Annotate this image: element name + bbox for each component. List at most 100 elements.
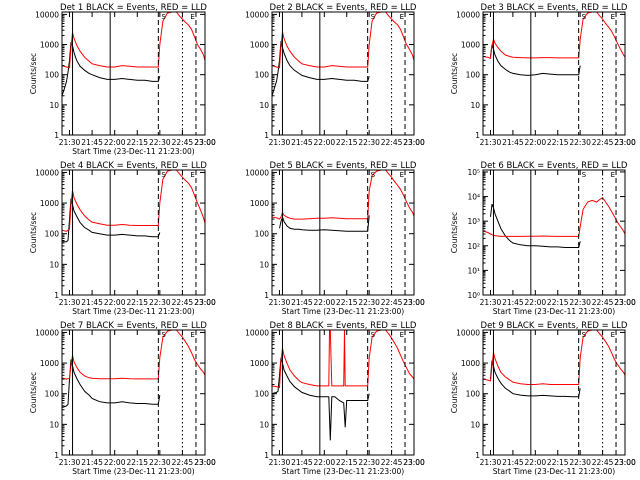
panel-title: Det 5 BLACK = Events, RED = LLD: [270, 161, 417, 171]
x-tick-label: 21:45: [291, 138, 313, 147]
plot-frame: [61, 329, 206, 456]
x-tick-label: 23:00: [194, 458, 216, 467]
x-tick-label: 23:00: [403, 458, 425, 467]
x-tick-label: 22:00: [314, 298, 336, 307]
y-tick-label: 10: [49, 101, 59, 110]
y-tick-label: 10⁰: [467, 291, 480, 300]
x-tick-label: 21:45: [81, 138, 103, 147]
y-tick-label: 1000: [250, 359, 269, 368]
x-axis-label: Start Time (23-Dec-11 21:23:00): [72, 147, 194, 156]
annotation-label: E: [400, 13, 404, 21]
y-tick-label: 10000: [456, 10, 480, 19]
y-tick-label: 10000: [35, 168, 59, 177]
y-tick-label: 10000: [245, 328, 269, 337]
panel-title: Det 1 BLACK = Events, RED = LLD: [60, 3, 207, 13]
series-group: [62, 330, 205, 409]
y-axis-label: Counts/sec: [29, 53, 38, 94]
x-tick-label: 23:00: [614, 298, 636, 307]
y-tick-label: 1000: [461, 41, 480, 50]
annotation-label: S: [582, 331, 587, 339]
series-line-lld: [483, 330, 625, 385]
x-tick-label: 22:30: [149, 298, 171, 307]
panel-title: Det 9 BLACK = Events, RED = LLD: [481, 321, 628, 331]
plot-frame: [482, 329, 626, 456]
y-tick-label: 10000: [245, 168, 269, 177]
series-group: [483, 12, 625, 76]
y-tick-label: 1000: [40, 359, 59, 368]
x-tick-label: 21:30: [480, 298, 502, 307]
y-axis-label: Counts/sec: [450, 53, 459, 94]
x-tick-label: 22:45: [172, 458, 194, 467]
panel-title: Det 2 BLACK = Events, RED = LLD: [270, 3, 417, 13]
x-axis-label: Start Time (23-Dec-11 21:23:00): [493, 467, 615, 476]
x-tick-label: 22:15: [126, 138, 148, 147]
annotation-label: S: [582, 13, 587, 21]
x-tick-label: 22:00: [314, 138, 336, 147]
x-tick-label: 22:15: [547, 458, 569, 467]
x-tick-label: 22:15: [126, 298, 148, 307]
x-tick-label: 21:45: [291, 298, 313, 307]
x-tick-label: 22:30: [569, 458, 591, 467]
annotation-label: S: [371, 171, 376, 179]
x-tick-label: 21:45: [502, 298, 524, 307]
annotation-label: E: [611, 331, 615, 339]
x-tick-label: 21:30: [269, 138, 291, 147]
y-tick-label: 1000: [40, 199, 59, 208]
y-tick-label: 10000: [35, 10, 59, 19]
x-tick-label: 23:00: [194, 298, 216, 307]
x-tick-label: 22:00: [314, 458, 336, 467]
series-group: [62, 12, 205, 96]
x-tick-label: 21:30: [480, 458, 502, 467]
y-tick-label: 10³: [467, 217, 480, 226]
x-tick-label: 22:45: [172, 138, 194, 147]
panel-title: Det 6 BLACK = Events, RED = LLD: [481, 161, 628, 171]
y-tick-label: 10¹: [467, 266, 480, 275]
y-tick-label: 100: [255, 230, 270, 239]
x-tick-label: 23:00: [614, 458, 636, 467]
y-tick-label: 10: [470, 420, 480, 429]
y-tick-label: 1000: [250, 41, 269, 50]
series-line-events: [279, 215, 370, 232]
y-tick-label: 1: [264, 451, 269, 460]
x-tick-label: 22:45: [381, 298, 403, 307]
annotation-label: E: [611, 13, 615, 21]
x-tick-label: 22:30: [149, 138, 171, 147]
series-line-events: [62, 198, 161, 243]
panel-title: Det 7 BLACK = Events, RED = LLD: [60, 321, 207, 331]
x-tick-label: 23:00: [403, 138, 425, 147]
x-tick-label: 22:15: [547, 138, 569, 147]
x-tick-label: 21:30: [59, 138, 81, 147]
y-tick-label: 10: [49, 260, 59, 269]
y-tick-label: 100: [45, 230, 60, 239]
annotation-label: S: [371, 331, 376, 339]
y-tick-label: 100: [45, 390, 60, 399]
y-axis-label: Counts/sec: [450, 372, 459, 413]
series-line-events: [490, 203, 581, 248]
x-tick-label: 22:15: [547, 298, 569, 307]
plot-frame: [482, 11, 626, 136]
x-tick-label: 23:00: [194, 298, 216, 307]
x-tick-label: 22:45: [592, 138, 614, 147]
series-line-lld: [483, 197, 625, 237]
x-axis-label: Start Time (23-Dec-11 21:23:00): [282, 467, 404, 476]
x-tick-label: 22:15: [126, 458, 148, 467]
x-tick-label: 23:00: [403, 458, 425, 467]
series-group: [272, 170, 414, 232]
x-tick-label: 23:00: [614, 298, 636, 307]
y-tick-label: 1000: [461, 359, 480, 368]
series-line-events: [62, 42, 161, 96]
y-tick-label: 1: [54, 451, 59, 460]
plot-frame: [271, 329, 415, 456]
x-tick-label: 23:00: [403, 298, 425, 307]
panel-title: Det 8 BLACK = Events, RED = LLD: [270, 321, 417, 331]
x-tick-label: 21:45: [81, 298, 103, 307]
x-tick-label: 22:45: [381, 138, 403, 147]
series-group: [272, 12, 414, 96]
x-tick-label: 22:30: [358, 298, 380, 307]
y-tick-label: 1: [264, 291, 269, 300]
series-line-lld: [272, 330, 414, 389]
